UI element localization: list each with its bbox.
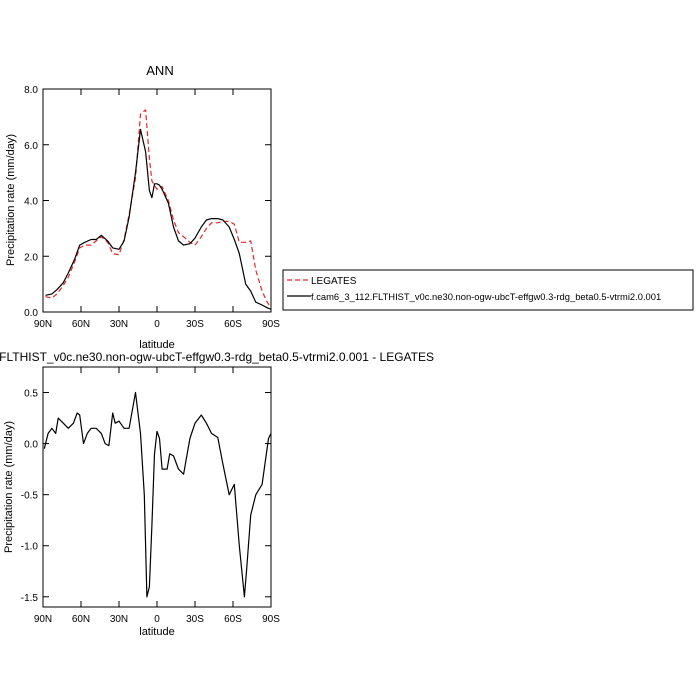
top-x-axis-label: latitude (139, 339, 174, 351)
bottom-panel: f.cam6_3_112.FLTHIST_v0c.ne30.non-ogw-ub… (0, 350, 434, 638)
bottom-x-tick-label: 30N (110, 614, 128, 625)
bottom-x-tick-label: 90N (34, 614, 52, 625)
bottom-x-axis-label: latitude (139, 626, 174, 638)
top-y-tick-label: 6.0 (24, 141, 38, 152)
top-y-tick-label: 8.0 (24, 85, 38, 96)
top-y-ticks: 0.0 2.0 4.0 6.0 8.0 (24, 85, 271, 319)
legend-box (282, 269, 694, 311)
legend: LEGATES f.cam6_3_112.FLTHIST_v0c.ne30.no… (282, 269, 694, 311)
bottom-x-tick-label: 60S (224, 614, 242, 625)
bottom-y-tick-label: -0.5 (21, 491, 39, 502)
legend-label-legates: LEGATES (311, 276, 357, 287)
top-x-tick-label: 90S (262, 319, 280, 330)
bottom-x-tick-label: 0 (154, 614, 160, 625)
bottom-y-tick-label: -1.0 (21, 542, 39, 553)
top-plot-frame (42, 88, 272, 313)
bottom-series-lines (43, 391, 272, 598)
legend-label-model: f.cam6_3_112.FLTHIST_v0c.ne30.non-ogw-ub… (311, 291, 661, 302)
bottom-y-tick-label: 0.5 (24, 389, 38, 400)
top-x-tick-label: 60N (72, 319, 90, 330)
top-chart-title: ANN (146, 63, 173, 78)
top-y-axis-label: Precipitation rate (mm/day) (5, 134, 17, 266)
top-x-ticks: 90N 60N 30N 0 30S 60S 90S (34, 89, 280, 330)
bottom-series-line-model (43, 391, 272, 598)
top-y-tick-label: 0.0 (24, 308, 38, 319)
top-series-lines (45, 109, 272, 310)
top-x-tick-label: 30S (186, 319, 204, 330)
bottom-x-tick-label: 90S (262, 614, 280, 625)
bottom-plot-frame (42, 366, 272, 608)
top-y-tick-label: 4.0 (24, 197, 38, 208)
bottom-y-tick-label: -1.5 (21, 593, 39, 604)
top-panel: ANN 0.02.04.06.08.0 90N 60N 30N 0 30S 60S 90S … (5, 63, 694, 351)
top-y-tick-label: 2.0 (24, 252, 38, 263)
bottom-chart-title: f.cam6_3_112.FLTHIST_v0c.ne30.non-ogw-ub… (0, 350, 434, 364)
top-series-line-model (45, 128, 272, 310)
top-x-tick-label: 30N (110, 319, 128, 330)
bottom-x-tick-label: 60N (72, 614, 90, 625)
top-x-tick-label: 0 (154, 319, 160, 330)
top-x-tick-label: 60S (224, 319, 242, 330)
top-series-line-legates (45, 109, 272, 309)
bottom-x-ticks: 90N 60N 30N 0 30S 60S 90S (34, 367, 280, 625)
top-x-tick-label: 90N (34, 319, 52, 330)
bottom-y-ticks: 0.5 0.0 -0.5 -1.0 -1.5 (21, 389, 271, 604)
bottom-x-tick-label: 30S (186, 614, 204, 625)
bottom-y-axis-label: Precipitation rate (mm/day) (3, 421, 15, 553)
bottom-y-tick-label: 0.0 (24, 440, 38, 451)
